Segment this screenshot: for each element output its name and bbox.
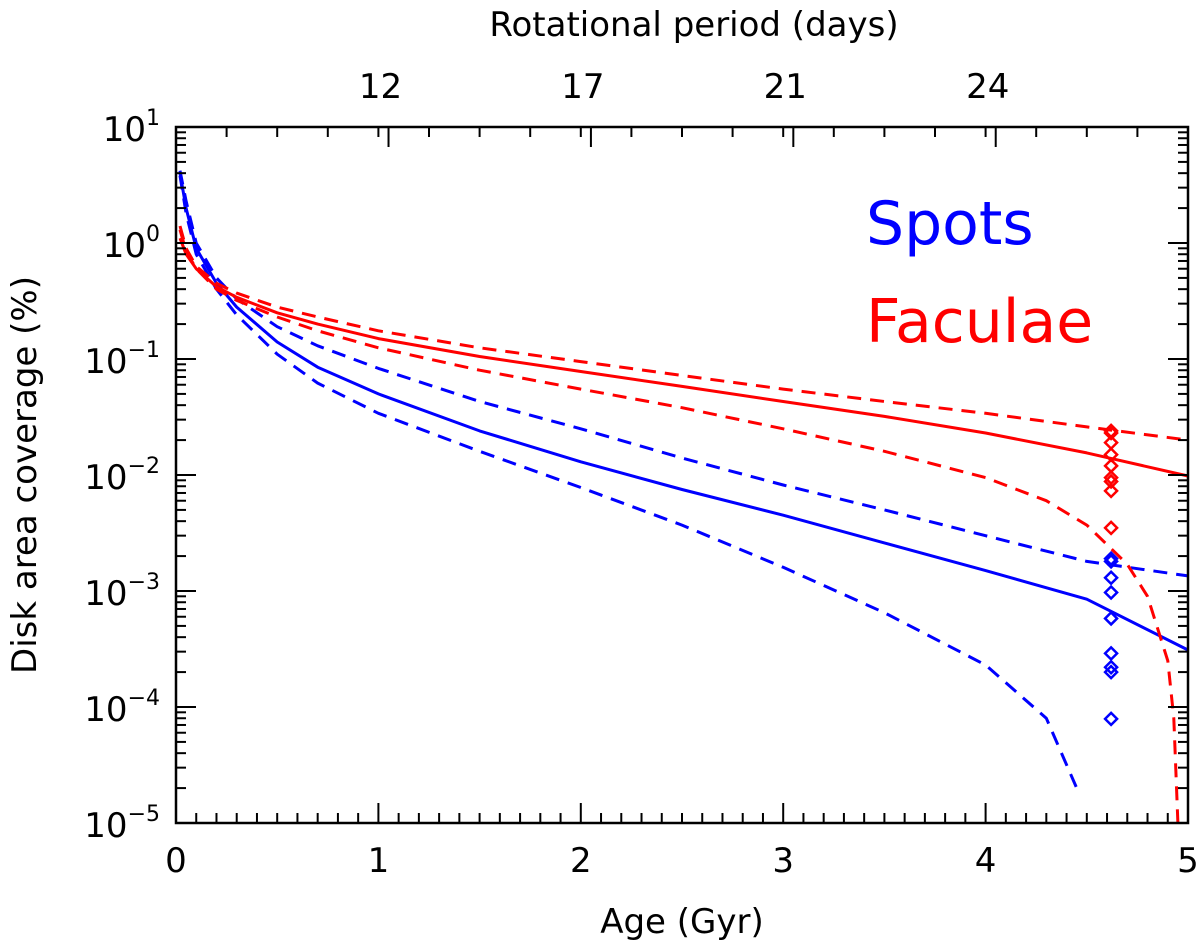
y-tick-label: 101 bbox=[103, 106, 160, 150]
data-point-diamond bbox=[1103, 584, 1119, 601]
y-tick-label: 10−3 bbox=[84, 570, 160, 614]
top-tick-label: 12 bbox=[359, 67, 402, 107]
y-tick-label: 100 bbox=[103, 222, 160, 266]
data-point-diamond bbox=[1103, 473, 1119, 490]
data-point-diamond bbox=[1103, 645, 1119, 662]
series-layer bbox=[178, 170, 1189, 824]
y-axis-title: Disk area coverage (%) bbox=[5, 276, 45, 674]
series-line-1 bbox=[178, 170, 1189, 578]
data-point-diamond bbox=[1103, 570, 1119, 586]
legend-spots: Spots bbox=[866, 189, 1034, 259]
y-tick-label: 10−5 bbox=[84, 802, 160, 846]
data-point-diamond bbox=[1103, 659, 1119, 676]
series-line-4 bbox=[178, 225, 1189, 442]
x-tick-label: 3 bbox=[772, 841, 794, 881]
y-tick-labels: 101 100 10−1 10−2 10−3 10−4 10−5 bbox=[84, 106, 160, 846]
data-point-diamond bbox=[1103, 425, 1119, 441]
top-tick-label: 21 bbox=[764, 67, 807, 107]
series-line-2 bbox=[178, 175, 1079, 789]
series-line-3 bbox=[178, 237, 1189, 478]
tick-layer bbox=[175, 126, 1189, 824]
data-point-diamond bbox=[1103, 610, 1119, 627]
plot-frame bbox=[174, 125, 1190, 825]
y-tick-label: 10−4 bbox=[84, 686, 160, 730]
data-point-diamond bbox=[1103, 711, 1119, 727]
series-line-5 bbox=[178, 229, 1180, 824]
legend-faculae: Faculae bbox=[866, 287, 1093, 357]
data-point-diamond bbox=[1103, 550, 1119, 567]
x-tick-label: 2 bbox=[570, 841, 592, 881]
y-tick-label: 10−2 bbox=[84, 454, 160, 498]
x-tick-label: 0 bbox=[165, 841, 187, 881]
data-point-diamond bbox=[1103, 553, 1119, 570]
data-point-diamond bbox=[1103, 664, 1119, 680]
data-point-diamond bbox=[1103, 483, 1119, 499]
top-tick-label: 17 bbox=[561, 67, 604, 107]
x-tick-labels: 0 1 2 3 4 5 bbox=[165, 841, 1199, 881]
data-point-diamond bbox=[1103, 520, 1119, 536]
x-tick-label: 4 bbox=[975, 841, 997, 881]
y-tick-label: 10−1 bbox=[84, 338, 160, 382]
top-axis-title: Rotational period (days) bbox=[489, 5, 898, 45]
x-axis-title: Age (Gyr) bbox=[600, 902, 764, 942]
top-tick-labels: 12 17 21 24 bbox=[359, 67, 1009, 107]
x-tick-label: 5 bbox=[1177, 841, 1199, 881]
x-tick-label: 1 bbox=[368, 841, 390, 881]
series-line-0 bbox=[178, 172, 1189, 652]
top-tick-label: 24 bbox=[966, 67, 1009, 107]
marker-layer bbox=[1103, 423, 1119, 727]
